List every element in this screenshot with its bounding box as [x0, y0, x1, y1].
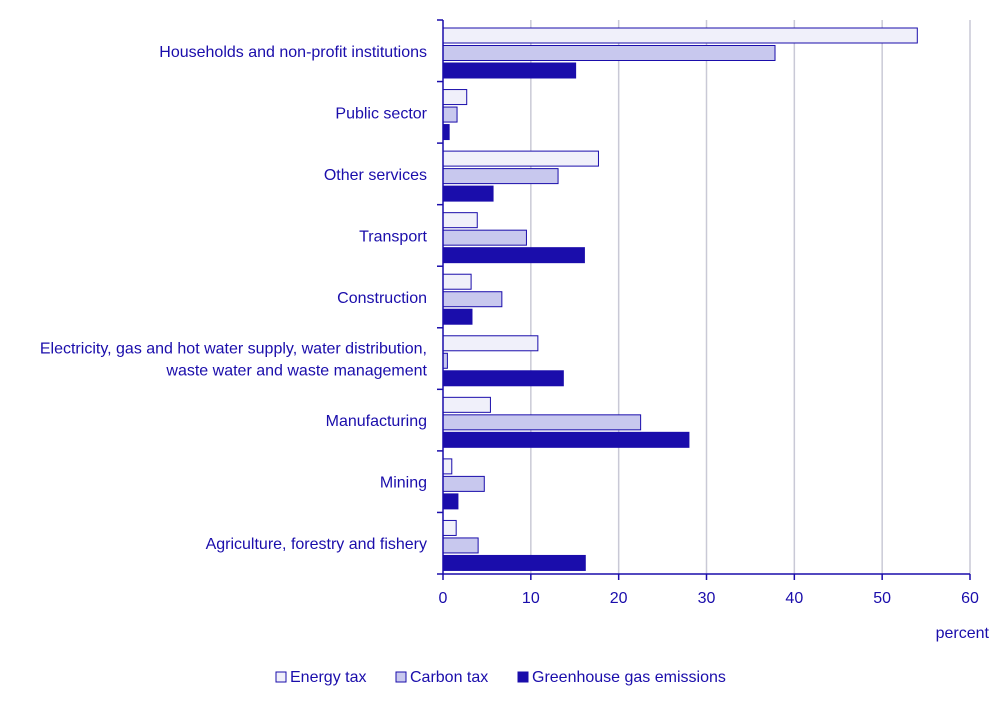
category-label: Construction — [337, 290, 427, 307]
category-label: Electricity, gas and hot water supply, w… — [40, 341, 428, 380]
category-label: Households and non-profit institutions — [159, 44, 427, 61]
bar-layer — [442, 27, 918, 571]
bar-energy-tax — [442, 212, 478, 229]
bar-energy-tax — [442, 27, 918, 44]
x-tick-label: 20 — [610, 590, 628, 607]
legend-label: Carbon tax — [410, 669, 488, 686]
bar-carbon-tax — [442, 414, 642, 431]
legend-swatch — [395, 671, 407, 683]
x-tick-label: 0 — [439, 590, 448, 607]
legend-swatch — [275, 671, 287, 683]
axis-layer: 0 10 20 30 40 50 60 — [437, 19, 979, 607]
bar-carbon-tax — [442, 229, 527, 246]
bar-greenhouse-gas-emissions — [442, 370, 564, 387]
bar-greenhouse-gas-emissions — [442, 493, 459, 510]
bar-energy-tax — [442, 89, 468, 106]
bar-energy-tax — [442, 150, 599, 167]
category-label: Manufacturing — [326, 413, 427, 430]
bar-energy-tax — [442, 396, 491, 413]
bar-energy-tax — [442, 335, 539, 352]
category-label: Transport — [359, 228, 427, 245]
legend-swatch — [517, 671, 529, 683]
bar-energy-tax — [442, 273, 472, 290]
bar-carbon-tax — [442, 291, 503, 308]
bar-carbon-tax — [442, 106, 458, 123]
x-axis-title: percent — [936, 625, 990, 642]
bar-carbon-tax — [442, 168, 559, 185]
legend-label: Energy tax — [290, 669, 366, 686]
x-tick-label: 10 — [522, 590, 540, 607]
bar-greenhouse-gas-emissions — [442, 308, 473, 325]
x-tick-label: 60 — [961, 590, 979, 607]
category-label: Public sector — [335, 105, 427, 122]
x-tick-label: 40 — [785, 590, 803, 607]
bar-carbon-tax — [442, 475, 485, 492]
bar-greenhouse-gas-emissions — [442, 431, 690, 448]
legend-label: Greenhouse gas emissions — [532, 669, 726, 686]
category-label: Agriculture, forestry and fishery — [206, 536, 427, 553]
bar-greenhouse-gas-emissions — [442, 554, 586, 571]
bar-energy-tax — [442, 458, 453, 475]
category-label: Mining — [380, 475, 427, 492]
bar-carbon-tax — [442, 537, 479, 554]
grid-layer — [530, 20, 971, 574]
bar-energy-tax — [442, 519, 457, 536]
bar-greenhouse-gas-emissions — [442, 185, 494, 202]
bar-greenhouse-gas-emissions — [442, 247, 585, 264]
x-tick-label: 50 — [873, 590, 891, 607]
x-tick-label: 30 — [698, 590, 716, 607]
category-label: Other services — [324, 167, 427, 184]
bar-greenhouse-gas-emissions — [442, 62, 577, 79]
label-layer: Households and non-profit institutions Pu… — [40, 44, 428, 553]
bar-greenhouse-gas-emissions — [442, 124, 450, 141]
legend: Energy tax Carbon tax Greenhouse gas emiss… — [275, 669, 726, 686]
bar-carbon-tax — [442, 45, 776, 61]
